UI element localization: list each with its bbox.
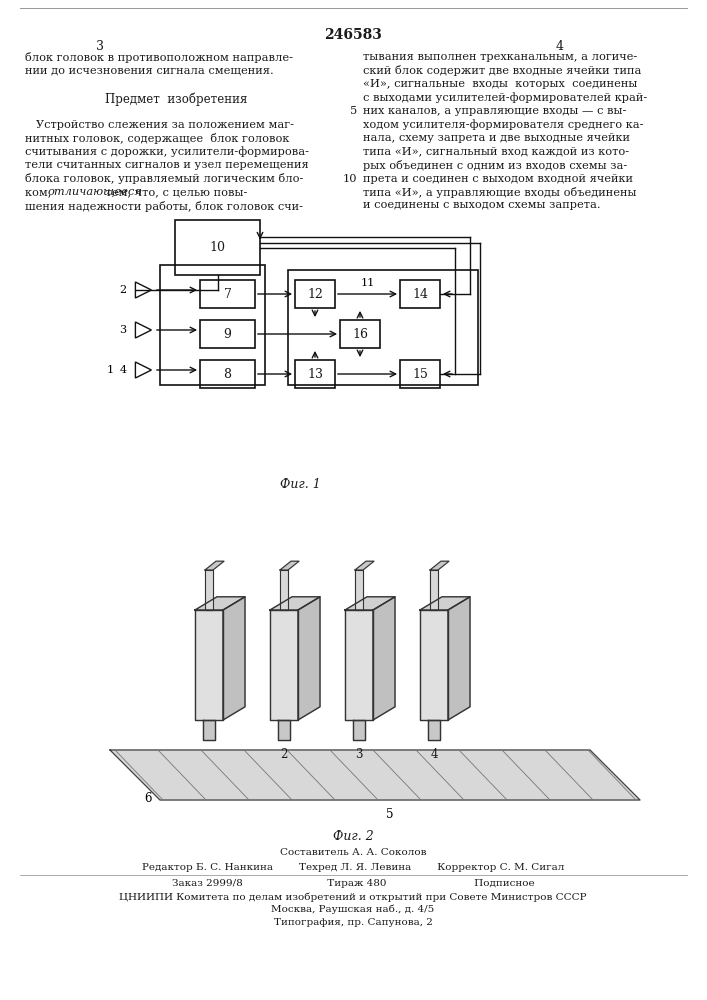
Text: тели считанных сигналов и узел перемещения: тели считанных сигналов и узел перемещен… — [25, 160, 309, 170]
Text: 14: 14 — [412, 288, 428, 300]
Polygon shape — [353, 720, 365, 740]
FancyBboxPatch shape — [200, 320, 255, 348]
FancyBboxPatch shape — [295, 360, 335, 388]
Text: «И», сигнальные  входы  которых  соединены: «И», сигнальные входы которых соединены — [363, 79, 638, 89]
Polygon shape — [298, 597, 320, 720]
Text: и соединены с выходом схемы запрета.: и соединены с выходом схемы запрета. — [363, 200, 601, 211]
Text: нии до исчезновения сигнала смещения.: нии до исчезновения сигнала смещения. — [25, 66, 274, 76]
Text: 246583: 246583 — [324, 28, 382, 42]
Polygon shape — [205, 561, 224, 570]
Text: типа «И», сигнальный вход каждой из кото-: типа «И», сигнальный вход каждой из кото… — [363, 146, 629, 156]
Polygon shape — [195, 597, 245, 610]
Text: 8: 8 — [223, 367, 231, 380]
Polygon shape — [420, 610, 448, 720]
Text: ходом усилителя-формирователя среднего ка-: ходом усилителя-формирователя среднего к… — [363, 119, 643, 130]
Text: типа «И», а управляющие входы объединены: типа «И», а управляющие входы объединены — [363, 187, 636, 198]
Text: ский блок содержит две входные ячейки типа: ский блок содержит две входные ячейки ти… — [363, 66, 641, 77]
Text: 12: 12 — [307, 288, 323, 300]
Text: 7: 7 — [223, 288, 231, 300]
Text: 2: 2 — [280, 748, 288, 761]
Polygon shape — [345, 610, 373, 720]
Polygon shape — [355, 561, 374, 570]
Text: 11: 11 — [361, 278, 375, 288]
Text: 4: 4 — [556, 40, 564, 53]
Text: прета и соединен с выходом входной ячейки: прета и соединен с выходом входной ячейк… — [363, 174, 633, 184]
Polygon shape — [278, 720, 290, 740]
FancyBboxPatch shape — [295, 280, 335, 308]
Text: 6: 6 — [144, 792, 152, 805]
Text: 15: 15 — [412, 367, 428, 380]
Polygon shape — [223, 597, 245, 720]
Polygon shape — [428, 720, 440, 740]
Text: блок головок в противоположном направле-: блок головок в противоположном направле- — [25, 52, 293, 63]
Polygon shape — [280, 570, 288, 610]
Text: них каналов, а управляющие входы — с вы-: них каналов, а управляющие входы — с вы- — [363, 106, 626, 116]
Text: 13: 13 — [307, 367, 323, 380]
Text: Устройство слежения за положением маг-: Устройство слежения за положением маг- — [25, 119, 294, 129]
Text: 5: 5 — [386, 808, 394, 821]
Polygon shape — [270, 597, 320, 610]
Polygon shape — [448, 597, 470, 720]
Polygon shape — [355, 570, 363, 610]
Text: ком,: ком, — [25, 187, 55, 197]
FancyBboxPatch shape — [200, 280, 255, 308]
FancyBboxPatch shape — [175, 220, 260, 275]
Text: 1: 1 — [107, 365, 114, 375]
Text: 3: 3 — [355, 748, 363, 761]
Text: Предмет  изобретения: Предмет изобретения — [105, 93, 247, 106]
Text: Фuг. 1: Фuг. 1 — [280, 478, 320, 491]
Polygon shape — [373, 597, 395, 720]
FancyBboxPatch shape — [340, 320, 380, 348]
Polygon shape — [345, 597, 395, 610]
FancyBboxPatch shape — [200, 360, 255, 388]
Text: считывания с дорожки, усилители-формирова-: считывания с дорожки, усилители-формиров… — [25, 146, 309, 157]
Text: шения надежности работы, блок головок счи-: шения надежности работы, блок головок сч… — [25, 200, 303, 212]
Text: 10: 10 — [342, 174, 357, 184]
Polygon shape — [205, 570, 213, 610]
Text: Редактор Б. С. Нанкина        Техред Л. Я. Левина        Корректор С. М. Сигал: Редактор Б. С. Нанкина Техред Л. Я. Леви… — [142, 863, 564, 872]
Text: рых объединен с одним из входов схемы за-: рых объединен с одним из входов схемы за… — [363, 160, 627, 171]
Text: нала, схему запрета и две выходные ячейки: нала, схему запрета и две выходные ячейк… — [363, 133, 630, 143]
Text: ЦНИИПИ Комитета по делам изобретений и открытий при Совете Министров СССР: ЦНИИПИ Комитета по делам изобретений и о… — [119, 892, 587, 902]
Polygon shape — [430, 561, 449, 570]
Text: 10: 10 — [209, 241, 226, 254]
Polygon shape — [430, 570, 438, 610]
Text: 4: 4 — [431, 748, 438, 761]
Text: 3: 3 — [96, 40, 104, 53]
Text: отличающееся: отличающееся — [48, 187, 143, 197]
Text: тывания выполнен трехканальным, а логиче-: тывания выполнен трехканальным, а логиче… — [363, 52, 637, 62]
FancyBboxPatch shape — [400, 360, 440, 388]
Polygon shape — [136, 362, 151, 378]
Text: 16: 16 — [352, 328, 368, 340]
Text: 9: 9 — [223, 328, 231, 340]
Polygon shape — [420, 597, 470, 610]
Polygon shape — [195, 610, 223, 720]
Text: Заказ 2999/8                          Тираж 480                           Подпис: Заказ 2999/8 Тираж 480 Подпис — [172, 879, 534, 888]
Polygon shape — [280, 561, 299, 570]
Text: Составитель А. А. Соколов: Составитель А. А. Соколов — [280, 848, 426, 857]
Text: блока головок, управляемый логическим бло-: блока головок, управляемый логическим бл… — [25, 174, 303, 184]
Text: нитных головок, содержащее  блок головок: нитных головок, содержащее блок головок — [25, 133, 289, 144]
Text: тем, что, с целью повы-: тем, что, с целью повы- — [103, 187, 247, 197]
Polygon shape — [270, 610, 298, 720]
Text: 5: 5 — [350, 106, 357, 116]
Polygon shape — [136, 282, 151, 298]
Text: 4: 4 — [119, 365, 127, 375]
FancyBboxPatch shape — [400, 280, 440, 308]
Polygon shape — [203, 720, 215, 740]
Text: с выходами усилителей-формирователей край-: с выходами усилителей-формирователей кра… — [363, 93, 647, 103]
Text: Типография, пр. Сапунова, 2: Типография, пр. Сапунова, 2 — [274, 918, 433, 927]
Text: Москва, Раушская наб., д. 4/5: Москва, Раушская наб., д. 4/5 — [271, 905, 435, 914]
Text: Фuг. 2: Фuг. 2 — [332, 830, 373, 843]
Text: 2: 2 — [119, 285, 127, 295]
Text: 3: 3 — [119, 325, 127, 335]
Polygon shape — [136, 322, 151, 338]
Polygon shape — [110, 750, 640, 800]
